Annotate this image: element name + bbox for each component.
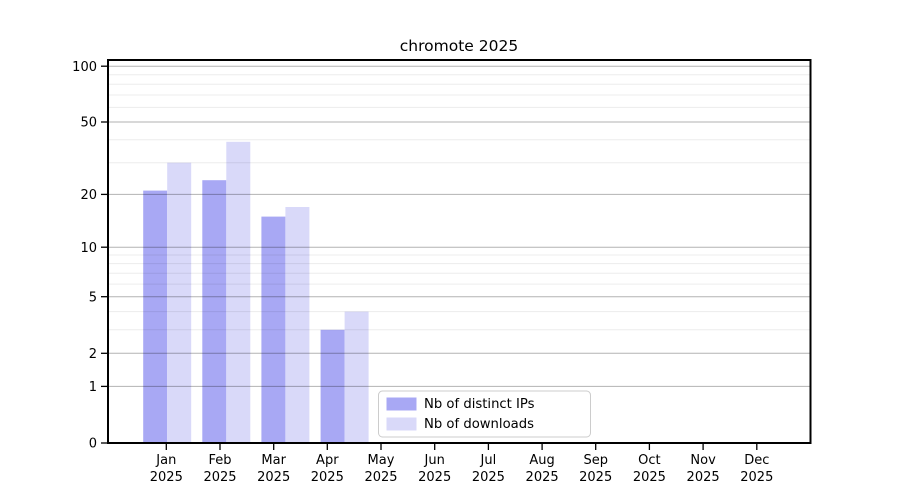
bar-jan-downloads (167, 162, 192, 443)
x-tick-label-month-dec: Dec (744, 453, 769, 468)
x-tick-label-month-jun: Jun (424, 453, 445, 468)
x-tick-label-month-feb: Feb (208, 453, 231, 468)
bar-mar-downloads (285, 207, 310, 443)
x-tick-label-month-mar: Mar (261, 453, 286, 468)
x-tick-label-year-may: 2025 (364, 470, 397, 485)
x-tick-label-year-mar: 2025 (257, 470, 290, 485)
y-tick-label-2: 2 (89, 347, 97, 362)
y-tick-label-1: 1 (89, 380, 97, 395)
legend-label-distinct-ips: Nb of distinct IPs (424, 397, 535, 412)
legend-box (378, 390, 591, 438)
x-tick-label-year-aug: 2025 (526, 470, 559, 485)
legend-label-downloads: Nb of downloads (424, 417, 534, 432)
chart-title: chromote 2025 (400, 37, 518, 55)
y-tick-label-100: 100 (72, 60, 97, 75)
plot-border (107, 59, 812, 444)
x-tick-label-month-jul: Jul (480, 453, 497, 468)
bar-apr-distinct-ips (320, 329, 345, 443)
x-tick-label-month-nov: Nov (690, 453, 716, 468)
bar-mar-distinct-ips (261, 216, 286, 443)
x-tick-label-month-aug: Aug (529, 453, 554, 468)
y-tick-label-10: 10 (80, 241, 97, 256)
y-tick-label-0: 0 (89, 437, 97, 452)
x-tick-label-year-jan: 2025 (150, 470, 183, 485)
x-tick-label-month-may: May (368, 453, 395, 468)
bar-feb-distinct-ips (202, 180, 227, 443)
gridlines-layer (108, 65, 811, 387)
x-tick-label-month-apr: Apr (316, 453, 339, 468)
bar-jan-distinct-ips (143, 190, 168, 443)
x-tick-label-month-jan: Jan (155, 453, 176, 468)
y-tick-label-5: 5 (89, 290, 97, 305)
x-tick-label-year-jul: 2025 (472, 470, 505, 485)
x-tick-label-year-apr: 2025 (311, 470, 344, 485)
legend-swatch-downloads (386, 417, 417, 431)
x-tick-label-year-sep: 2025 (579, 470, 612, 485)
x-tick-label-year-dec: 2025 (740, 470, 773, 485)
x-tick-label-year-nov: 2025 (687, 470, 720, 485)
y-tick-label-50: 50 (80, 116, 97, 131)
x-tick-label-year-feb: 2025 (203, 470, 236, 485)
legend-swatch-distinct-ips (386, 397, 417, 411)
legend: Nb of distinct IPs Nb of downloads (378, 390, 591, 438)
x-tick-label-year-oct: 2025 (633, 470, 666, 485)
y-tick-label-20: 20 (80, 188, 97, 203)
bar-apr-downloads (344, 311, 369, 443)
bars-layer (143, 141, 369, 444)
x-tick-label-month-oct: Oct (638, 453, 660, 468)
x-tick-label-year-jun: 2025 (418, 470, 451, 485)
x-tick-label-month-sep: Sep (583, 453, 608, 468)
axes-layer: 0 1 2 5 10 20 50 100 Jan 2025 Feb 2025 Mar 2025 Apr 202… (72, 59, 812, 485)
bar-feb-downloads (226, 141, 251, 444)
